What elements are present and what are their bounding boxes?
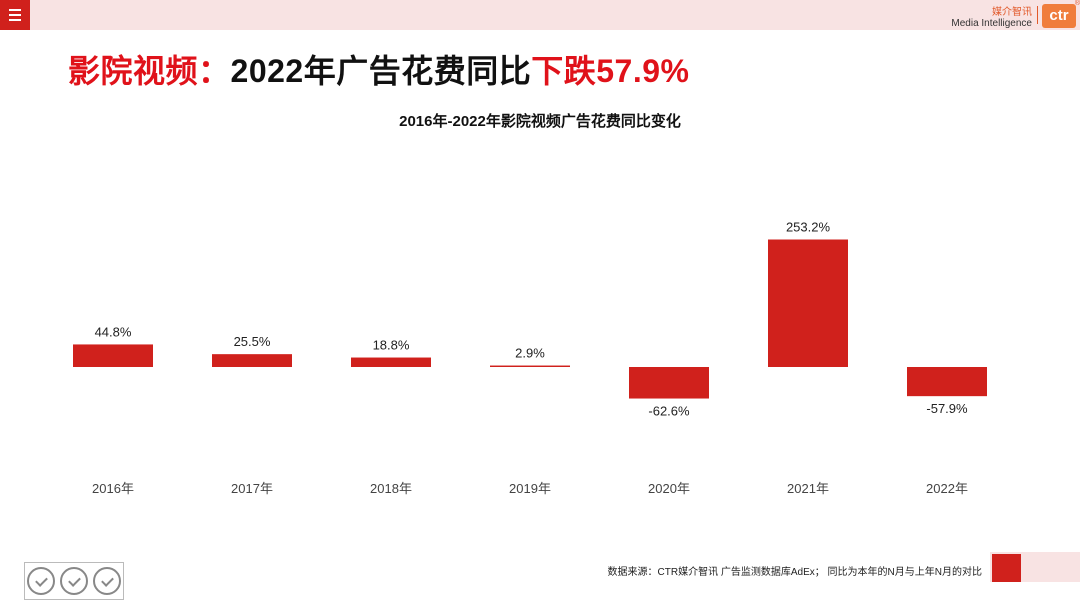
ctr-logo: ctr <box>1042 4 1076 28</box>
data-label-1: 25.5% <box>234 334 271 349</box>
trademark-mark: ® <box>1074 0 1080 7</box>
x-tick-label-5: 2021年 <box>787 481 829 496</box>
sgs-badge-icon <box>59 567 88 595</box>
menu-icon-line <box>9 9 21 11</box>
bar-6 <box>907 367 987 397</box>
bar-4 <box>629 367 709 399</box>
chart-title: 2016年-2022年影院视频广告花费同比变化 <box>399 113 681 130</box>
x-tick-label-2: 2018年 <box>370 481 412 496</box>
sgs-badge-icon <box>92 567 121 595</box>
brand-name-en: Media Intelligence <box>951 18 1032 29</box>
menu-button[interactable] <box>0 0 30 30</box>
x-tick-label-3: 2019年 <box>509 481 551 496</box>
sgs-badge-icon <box>27 567 56 595</box>
x-tick-label-1: 2017年 <box>231 481 273 496</box>
top-bar <box>0 0 1080 30</box>
data-label-2: 18.8% <box>373 338 410 353</box>
bar-0 <box>73 344 153 367</box>
bar-2 <box>351 357 431 367</box>
brand-text: 媒介智讯 Media Intelligence <box>951 7 1032 29</box>
bar-chart: 44.8% 2016年 25.5% 2017年 18.8% 2018年 2.9% 2019年 -… <box>73 220 987 496</box>
menu-icon-line <box>9 19 21 21</box>
brand-name-cn: 媒介智讯 <box>992 7 1032 18</box>
title-highlight: 下跌57.9% <box>531 53 690 89</box>
x-tick-label-6: 2022年 <box>926 481 968 496</box>
footer-accent-block <box>992 554 1021 582</box>
menu-icon-line <box>9 14 21 16</box>
data-label-0: 44.8% <box>95 324 132 339</box>
bar-5 <box>768 239 848 367</box>
certification-badges <box>24 562 124 600</box>
title-middle: 2022年广告花费同比 <box>230 53 532 89</box>
bar-3 <box>490 365 570 367</box>
brand-divider <box>1037 6 1038 24</box>
data-label-4: -62.6% <box>648 404 690 419</box>
x-tick-label-4: 2020年 <box>648 481 690 496</box>
data-label-6: -57.9% <box>926 401 968 416</box>
data-label-3: 2.9% <box>515 346 545 361</box>
x-tick-label-0: 2016年 <box>92 481 134 496</box>
page-title: 影院视频：2022年广告花费同比下跌57.9% <box>68 46 689 92</box>
data-label-5: 253.2% <box>786 220 831 235</box>
data-source-note: 数据来源：CTR媒介智讯 广告监测数据库AdEx； 同比为本年的N月与上年N月的… <box>607 567 982 578</box>
bar-1 <box>212 354 292 367</box>
title-prefix: 影院视频： <box>68 53 231 89</box>
